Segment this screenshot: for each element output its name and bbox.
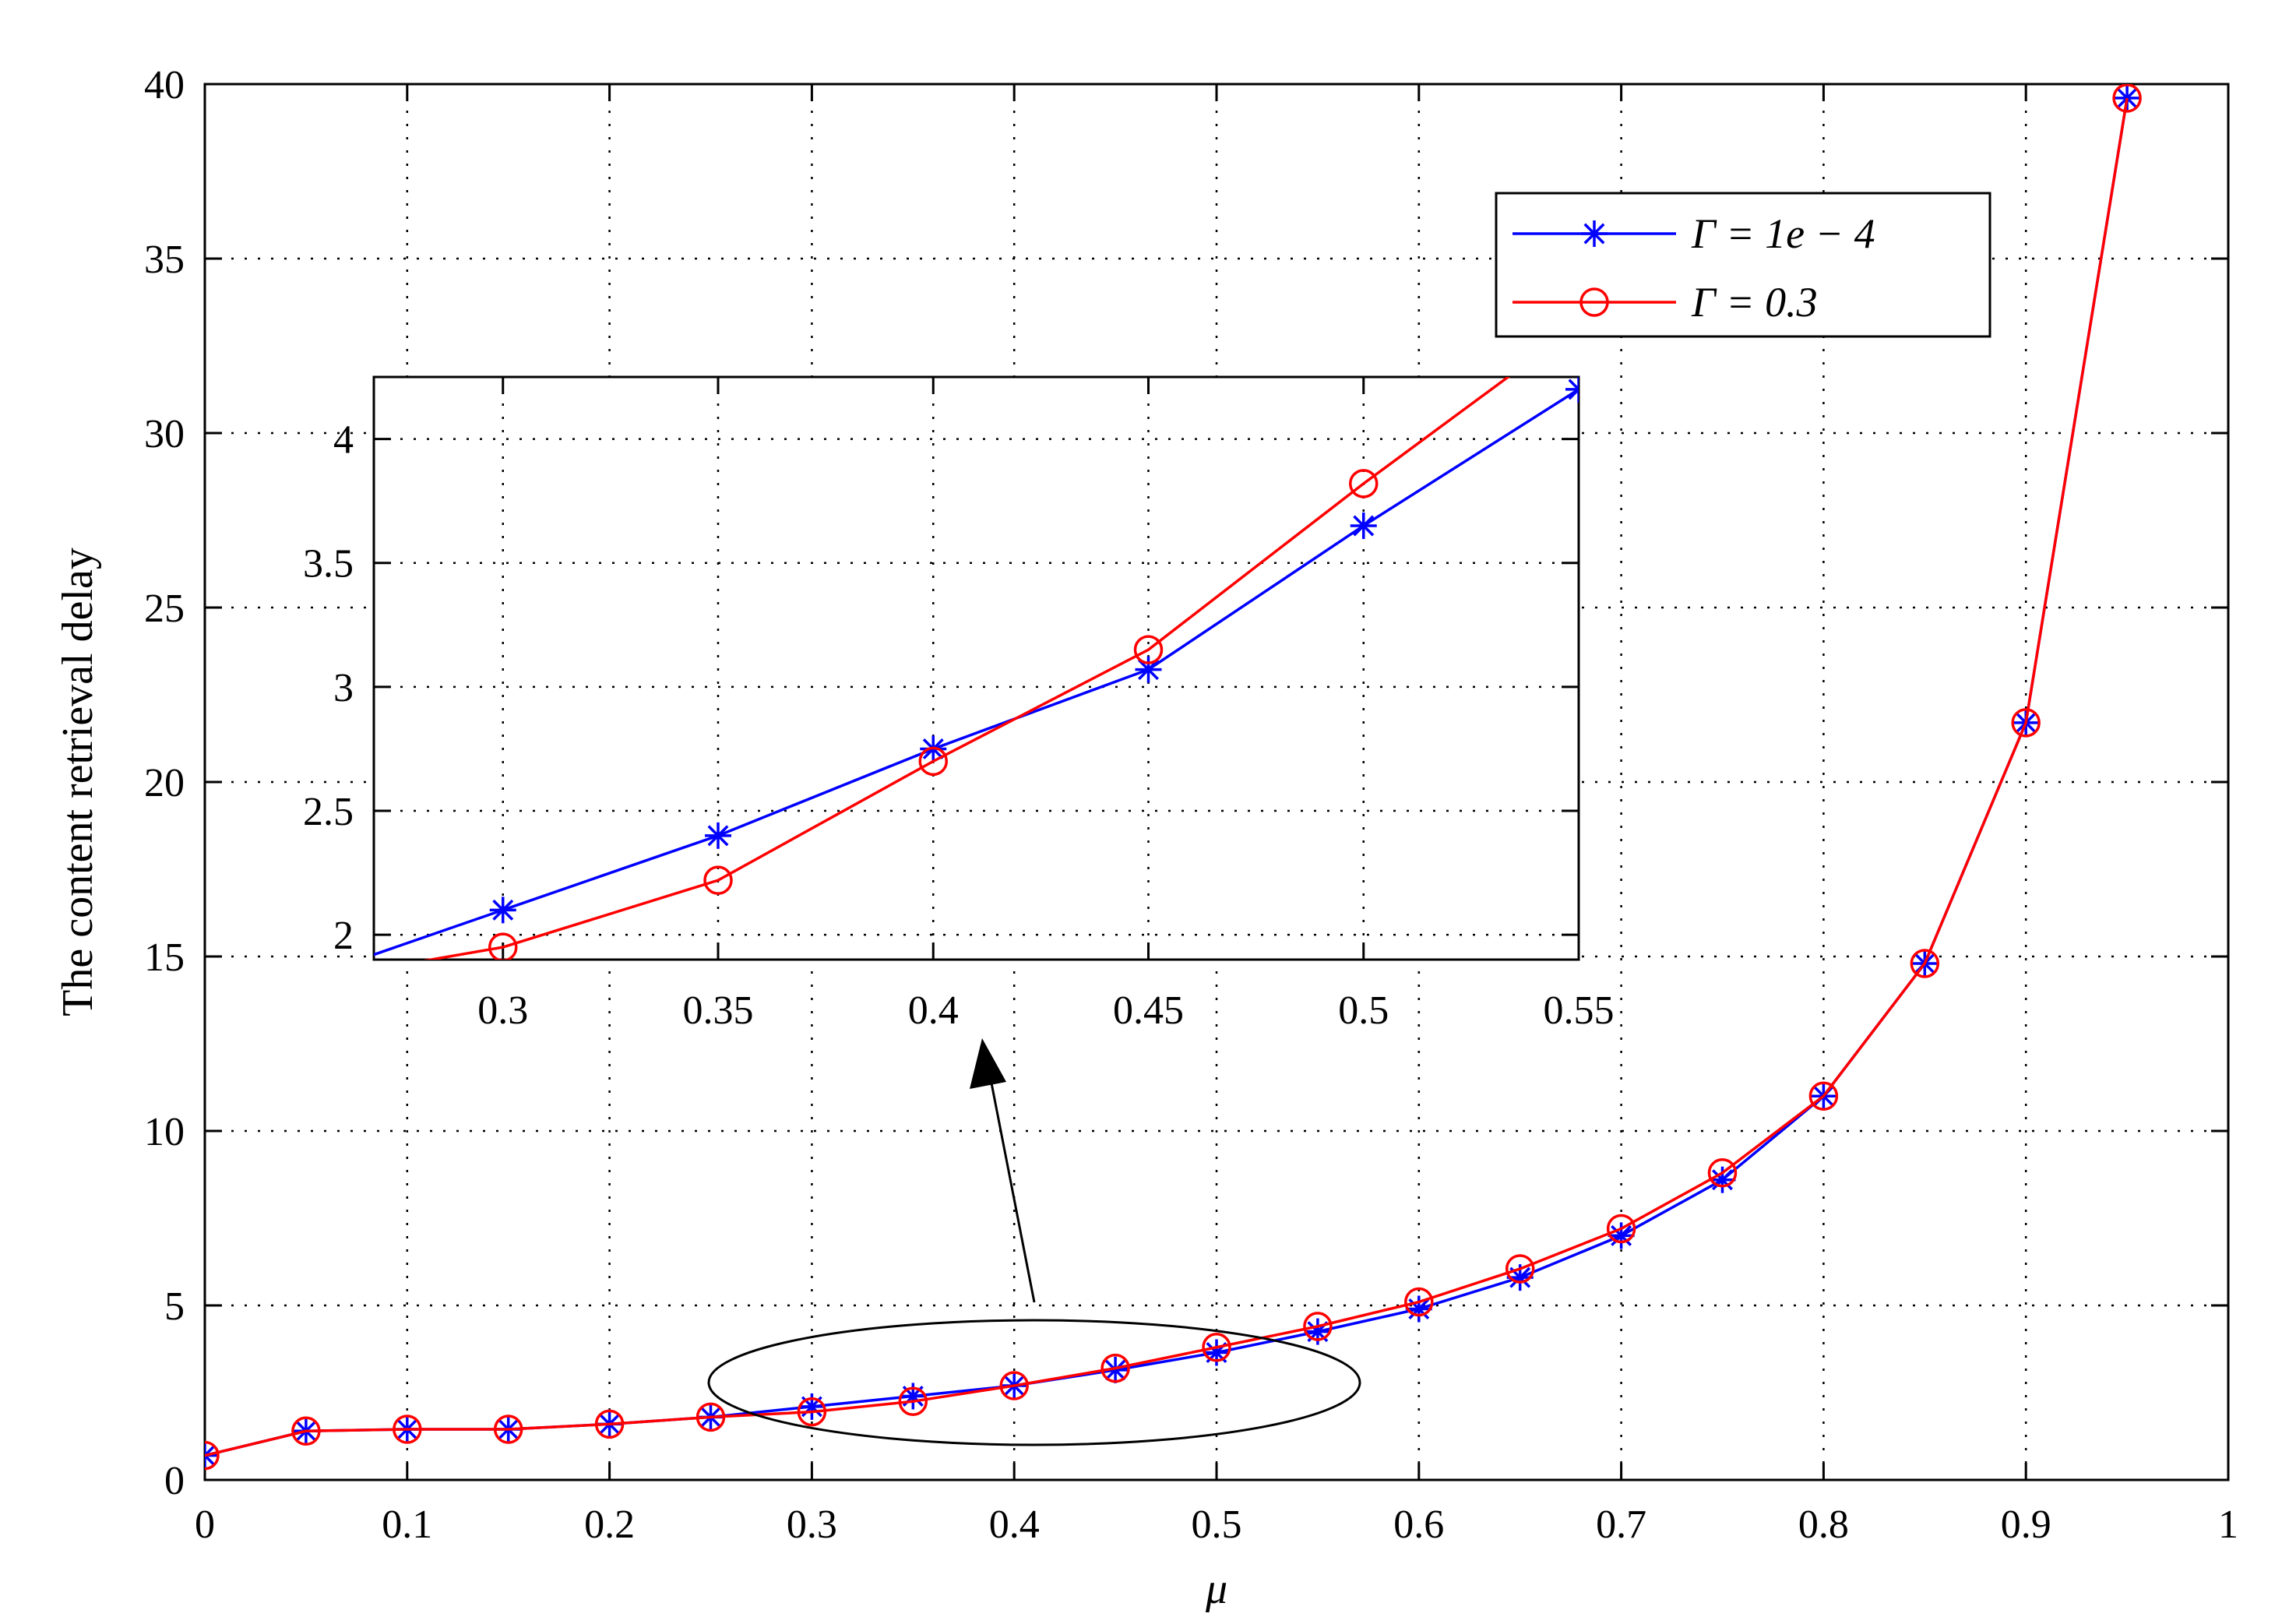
y-tick-label: 35 <box>144 238 185 282</box>
asterisk-marker <box>1135 656 1162 683</box>
x-tick-label: 0.5 <box>1338 988 1389 1033</box>
asterisk-marker <box>1709 1166 1736 1193</box>
x-tick-label: 0.3 <box>477 988 528 1033</box>
circle-marker <box>205 1440 220 1471</box>
circle-marker <box>1100 1353 1130 1383</box>
x-tick-label: 0.9 <box>2001 1502 2051 1547</box>
y-tick-label: 20 <box>144 761 185 805</box>
asterisk-marker <box>1565 377 1579 403</box>
legend-item: Γ = 1e − 4 <box>1513 210 1875 257</box>
circle-marker <box>1133 635 1164 664</box>
inset-axes: 0.3 0.35 0.4 0.45 0.5 0.55 2 2.5 3 3.5 4 <box>303 375 1615 1033</box>
circle-marker <box>1707 1158 1738 1188</box>
x-tick-label: 0.45 <box>1113 988 1184 1033</box>
circle-marker <box>1303 1312 1333 1341</box>
x-axis-label: μ <box>1205 1565 1227 1613</box>
circle-marker <box>2011 708 2041 738</box>
zoom-annotation <box>707 1038 1361 1446</box>
main-series <box>205 84 2142 1471</box>
asterisk-marker <box>489 897 516 924</box>
y-tick-label: 2.5 <box>303 790 354 834</box>
circle-marker <box>1404 1287 1434 1317</box>
circle-marker <box>291 1416 321 1446</box>
x-tick-label: 0.4 <box>908 988 959 1033</box>
y-tick-label: 40 <box>144 63 185 107</box>
series-line <box>423 377 1511 960</box>
zoom-arrow-shaft <box>986 1062 1036 1303</box>
circle-marker <box>918 746 948 777</box>
x-tick-label: 0.6 <box>1393 1502 1444 1547</box>
circle-marker <box>488 932 518 960</box>
inset-ticks: 0.3 0.35 0.4 0.45 0.5 0.55 2 2.5 3 3.5 4 <box>303 377 1615 1033</box>
x-tick-label: 0 <box>195 1502 215 1547</box>
circle-marker <box>999 1371 1029 1400</box>
legend-label: Γ = 1e − 4 <box>1691 210 1875 257</box>
asterisk-marker <box>205 1442 218 1469</box>
inset-series <box>374 377 1579 960</box>
x-tick-label: 0.1 <box>382 1502 432 1547</box>
legend-asterisk-marker <box>1581 220 1608 247</box>
x-tick-label: 0.55 <box>1544 988 1615 1033</box>
inset-plot-area <box>372 375 1580 961</box>
legend-box <box>1495 192 1991 338</box>
y-tick-label: 0 <box>164 1459 185 1503</box>
y-axis-label: The content retrieval delay <box>54 548 102 1016</box>
circle-marker <box>1349 469 1379 498</box>
circle-marker <box>1505 1254 1535 1284</box>
x-tick-label: 0.3 <box>787 1502 837 1547</box>
circle-marker <box>797 1397 827 1427</box>
asterisk-marker <box>1608 1222 1635 1249</box>
circle-marker <box>1202 1333 1231 1362</box>
y-tick-label: 3 <box>333 666 354 710</box>
circle-marker <box>2112 84 2142 113</box>
asterisk-marker <box>705 822 731 849</box>
circle-marker <box>594 1409 625 1439</box>
circle-marker <box>1808 1081 1839 1111</box>
y-tick-label: 4 <box>333 418 354 463</box>
circle-marker <box>898 1386 928 1416</box>
y-tick-label: 5 <box>164 1284 185 1329</box>
circle-marker <box>393 1414 422 1444</box>
legend: Γ = 1e − 4 Γ = 0.3 <box>1495 192 1991 338</box>
series-line <box>205 97 2129 1457</box>
asterisk-marker <box>1350 512 1377 539</box>
circle-marker <box>1606 1214 1636 1244</box>
y-tick-label: 25 <box>144 587 185 631</box>
series-circle <box>423 377 1511 960</box>
legend-circle-marker <box>1579 287 1609 317</box>
x-tick-label: 0.4 <box>989 1502 1040 1547</box>
x-tick-label: 0.2 <box>584 1502 635 1547</box>
zoom-arrow-head <box>970 1038 1006 1089</box>
y-tick-label: 3.5 <box>303 542 354 587</box>
circle-marker <box>1910 949 1940 978</box>
y-tick-label: 2 <box>333 914 354 958</box>
circle-marker <box>696 1402 726 1432</box>
x-tick-label: 0.5 <box>1192 1502 1242 1547</box>
x-tick-label: 0.35 <box>683 988 754 1033</box>
circle-marker <box>703 865 733 895</box>
circle-marker <box>493 1414 523 1444</box>
x-tick-label: 0.8 <box>1798 1502 1849 1547</box>
legend-item: Γ = 0.3 <box>1513 279 1818 326</box>
legend-label: Γ = 0.3 <box>1691 279 1818 326</box>
main-ticks: 0 0.1 0.2 0.3 0.4 0.5 0.6 0.7 0.8 0.9 105101520253… <box>144 63 2238 1547</box>
x-tick-label: 1 <box>2218 1502 2238 1547</box>
x-tick-label: 0.7 <box>1596 1502 1646 1547</box>
y-tick-label: 15 <box>144 935 185 980</box>
y-tick-label: 10 <box>144 1110 185 1154</box>
series-circle <box>205 84 2142 1471</box>
zoom-ellipse <box>707 1319 1361 1446</box>
y-tick-label: 30 <box>144 412 185 456</box>
legend-items: Γ = 1e − 4 Γ = 0.3 <box>1513 210 1875 326</box>
